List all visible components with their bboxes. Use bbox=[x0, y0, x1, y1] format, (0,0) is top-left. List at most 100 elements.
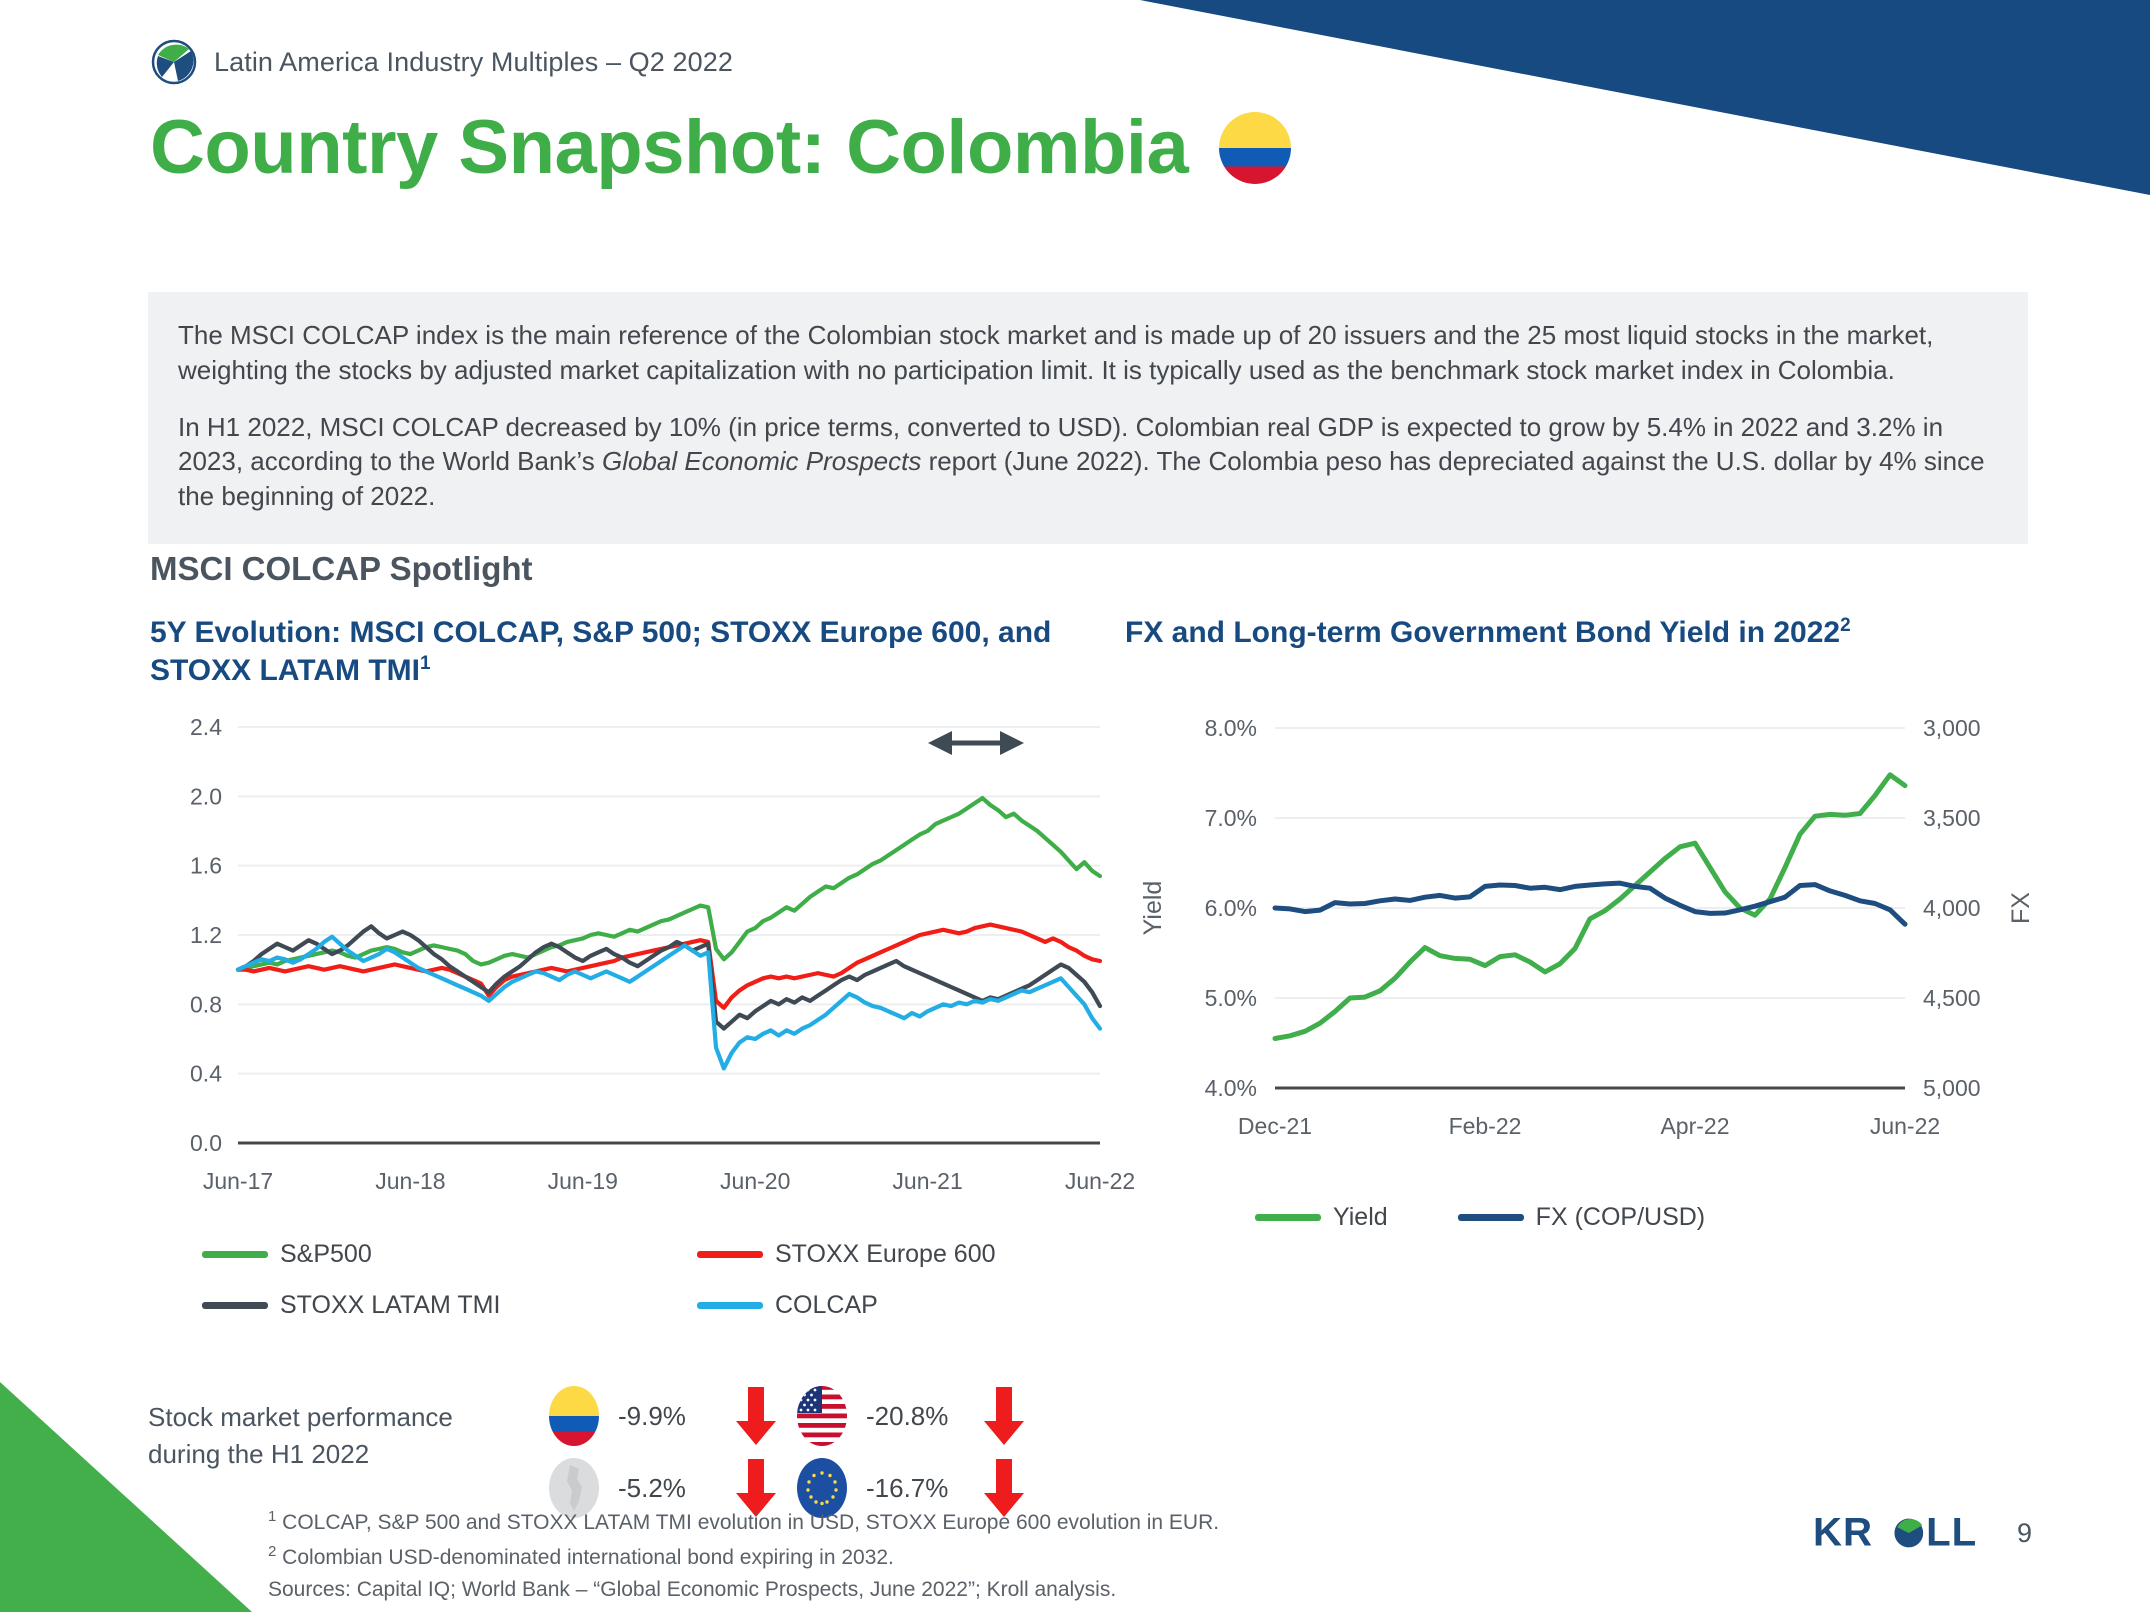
fx-yield-x-tick: Jun-22 bbox=[1870, 1113, 1940, 1139]
fx-yield-x-tick: Apr-22 bbox=[1660, 1113, 1729, 1139]
legend-label-yield: Yield bbox=[1333, 1202, 1388, 1231]
legend-swatch-yield bbox=[1255, 1213, 1321, 1221]
fx-yield-left-tick: 5.0% bbox=[1205, 985, 1257, 1011]
legend-swatch-sp500 bbox=[202, 1251, 268, 1258]
arrow-down-icon bbox=[736, 1459, 776, 1517]
fx-yield-chart-title-superscript: 2 bbox=[1840, 615, 1851, 636]
intro-p2-part-a: In H1 2022, MSCI COLCAP decreased by 10%… bbox=[178, 411, 1944, 477]
fx-yield-chart-title: FX and Long-term Government Bond Yield i… bbox=[1125, 614, 2055, 652]
evolution-y-tick: 0.8 bbox=[190, 991, 222, 1017]
legend-label-stoxx-latam: STOXX LATAM TMI bbox=[280, 1291, 501, 1319]
fx-yield-series-yield bbox=[1272, 771, 1908, 1041]
footnote-1-marker: 1 bbox=[268, 1508, 277, 1525]
stock-performance-label-line1: Stock market performance bbox=[148, 1402, 453, 1432]
footnote-1-text: COLCAP, S&P 500 and STOXX LATAM TMI evol… bbox=[276, 1511, 1220, 1534]
footnote-2: 2 Colombian USD-denominated internationa… bbox=[268, 1540, 1219, 1575]
evolution-y-tick: 1.2 bbox=[190, 922, 222, 948]
evolution-x-tick: Jun-22 bbox=[1065, 1168, 1135, 1194]
spotlight-heading: MSCI COLCAP Spotlight bbox=[150, 550, 533, 587]
footnote-2-marker: 2 bbox=[268, 1542, 277, 1560]
usa-flag-icon bbox=[797, 1386, 847, 1446]
evolution-series-s-p500 bbox=[235, 795, 1103, 972]
page-title-row: Country Snapshot: Colombia bbox=[150, 110, 1292, 186]
fx-yield-right-tick: 3,500 bbox=[1923, 805, 1981, 831]
colombia-flag-icon bbox=[549, 1386, 599, 1446]
fx-yield-chart-title-text: FX and Long-term Government Bond Yield i… bbox=[1125, 616, 1841, 649]
performance-value-usa: -20.8% bbox=[866, 1400, 949, 1431]
footnote-sources: Sources: Capital IQ; World Bank – “Globa… bbox=[268, 1578, 1117, 1602]
fx-yield-chart-svg: 4.0% 5,000 5.0% 4,500 6.0% 4,000 7.0% 3,500 8.0%… bbox=[1139, 715, 2035, 1139]
evolution-plot-wrap: 0.0 0.4 0.8 1.2 1.6 2.0 2.4 Jun-17 Jun-18 Jun-19 J… bbox=[150, 711, 1140, 1226]
evolution-y-tick: 2.0 bbox=[190, 783, 222, 809]
fx-yield-right-tick: 3,000 bbox=[1923, 715, 1981, 741]
legend-item-fx: FX (COP/USD) bbox=[1457, 1203, 1705, 1232]
evolution-chart-svg: 0.0 0.4 0.8 1.2 1.6 2.0 2.4 Jun-17 Jun-18 Jun-19 J… bbox=[190, 714, 1135, 1194]
legend-swatch-stoxx-latam bbox=[202, 1302, 268, 1309]
arrow-down-icon bbox=[736, 1387, 776, 1445]
fx-yield-left-tick: 4.0% bbox=[1205, 1075, 1257, 1101]
fx-yield-right-tick: 4,000 bbox=[1923, 895, 1981, 921]
intro-p2-emphasis: Global Economic Prospects bbox=[601, 446, 922, 477]
intro-paragraph-2: In H1 2022, MSCI COLCAP decreased by 10%… bbox=[178, 410, 1998, 514]
legend-item-sp500: S&P500 bbox=[150, 1240, 645, 1269]
svg-text:KR: KR bbox=[1813, 1510, 1873, 1554]
breadcrumb: Latin America Industry Multiples – Q2 20… bbox=[150, 38, 733, 86]
evolution-y-tick: 1.6 bbox=[190, 853, 222, 879]
stock-performance-grid: -9.9% bbox=[548, 1385, 1026, 1519]
evolution-x-tick: Jun-18 bbox=[375, 1168, 445, 1194]
intro-panel: The MSCI COLCAP index is the main refere… bbox=[148, 292, 2028, 545]
evolution-x-tick: Jun-17 bbox=[203, 1168, 273, 1194]
legend-item-stoxx-latam: STOXX LATAM TMI bbox=[150, 1291, 645, 1320]
fx-yield-x-tick: Feb-22 bbox=[1449, 1113, 1522, 1139]
evolution-series-colcap bbox=[235, 934, 1103, 1071]
fx-yield-left-axis-label: Yield bbox=[1139, 880, 1167, 935]
kroll-logo-icon: KR LL bbox=[1813, 1510, 1977, 1554]
latam-region-icon bbox=[549, 1458, 599, 1518]
performance-value-colombia: -9.9% bbox=[618, 1400, 686, 1431]
evolution-x-tick: Jun-19 bbox=[548, 1168, 618, 1194]
evolution-chart-block: 5Y Evolution: MSCI COLCAP, S&P 500; STOX… bbox=[150, 614, 1140, 1342]
evolution-chart-legend: S&P500 STOXX Europe 600 STOXX LATAM TMI … bbox=[150, 1240, 1140, 1342]
evolution-y-tick: 0.4 bbox=[190, 1061, 222, 1087]
fx-yield-right-tick: 5,000 bbox=[1923, 1075, 1981, 1101]
fx-yield-chart-block: FX and Long-term Government Bond Yield i… bbox=[1125, 614, 2055, 1232]
evolution-y-tick: 2.4 bbox=[190, 714, 222, 740]
stock-performance-label-line2: during the H1 2022 bbox=[148, 1438, 370, 1469]
evolution-x-tick: Jun-20 bbox=[720, 1168, 790, 1194]
legend-swatch-stoxx-europe bbox=[697, 1251, 763, 1258]
footer-brand: KR LL 9 bbox=[1813, 1510, 2032, 1556]
arrow-down-icon bbox=[984, 1459, 1024, 1517]
fx-yield-left-tick: 6.0% bbox=[1205, 895, 1257, 921]
legend-swatch-fx bbox=[1457, 1213, 1524, 1221]
footnotes: 1 COLCAP, S&P 500 and STOXX LATAM TMI ev… bbox=[268, 1505, 1219, 1607]
fx-yield-series-fx-cop-usd- bbox=[1272, 880, 1908, 927]
evolution-chart-title-superscript: 1 bbox=[420, 652, 431, 674]
fx-yield-left-tick: 8.0% bbox=[1205, 715, 1257, 741]
kroll-sphere-icon bbox=[151, 39, 197, 85]
arrow-down-icon bbox=[984, 1387, 1024, 1445]
evolution-series-stoxx-latam-tmi bbox=[235, 924, 1103, 1031]
page-number: 9 bbox=[2016, 1517, 2032, 1548]
legend-item-stoxx-europe: STOXX Europe 600 bbox=[645, 1240, 1140, 1269]
legend-item-colcap: COLCAP bbox=[645, 1291, 1140, 1320]
breadcrumb-label: Latin America Industry Multiples – Q2 20… bbox=[214, 46, 733, 77]
svg-text:LL: LL bbox=[1926, 1510, 1977, 1554]
evolution-x-tick: Jun-21 bbox=[892, 1168, 962, 1194]
evolution-y-tick: 0.0 bbox=[190, 1130, 222, 1156]
fx-yield-chart-legend: Yield FX (COP/USD) bbox=[1125, 1203, 2055, 1232]
fx-yield-right-axis-label: FX bbox=[2007, 891, 2035, 923]
intro-p2-part-b: report (June 2022). The Colombia peso ha… bbox=[178, 446, 1985, 512]
legend-label-sp500: S&P500 bbox=[280, 1240, 372, 1268]
fx-yield-right-tick: 4,500 bbox=[1923, 985, 1981, 1011]
legend-swatch-colcap bbox=[697, 1302, 763, 1309]
evolution-chart-title: 5Y Evolution: MSCI COLCAP, S&P 500; STOX… bbox=[150, 614, 1140, 689]
performance-value-latam: -5.2% bbox=[618, 1472, 686, 1503]
footnote-1: 1 COLCAP, S&P 500 and STOXX LATAM TMI ev… bbox=[268, 1505, 1219, 1540]
intro-paragraph-1: The MSCI COLCAP index is the main refere… bbox=[178, 320, 1934, 385]
footnote-2-text: Colombian USD-denominated international … bbox=[276, 1545, 894, 1569]
fx-yield-left-tick: 7.0% bbox=[1205, 805, 1257, 831]
evolution-chart-title-text: 5Y Evolution: MSCI COLCAP, S&P 500; STOX… bbox=[150, 616, 1052, 687]
eu-flag-icon bbox=[797, 1458, 847, 1518]
stock-performance-label: Stock market performance during the H1 2… bbox=[148, 1385, 548, 1473]
